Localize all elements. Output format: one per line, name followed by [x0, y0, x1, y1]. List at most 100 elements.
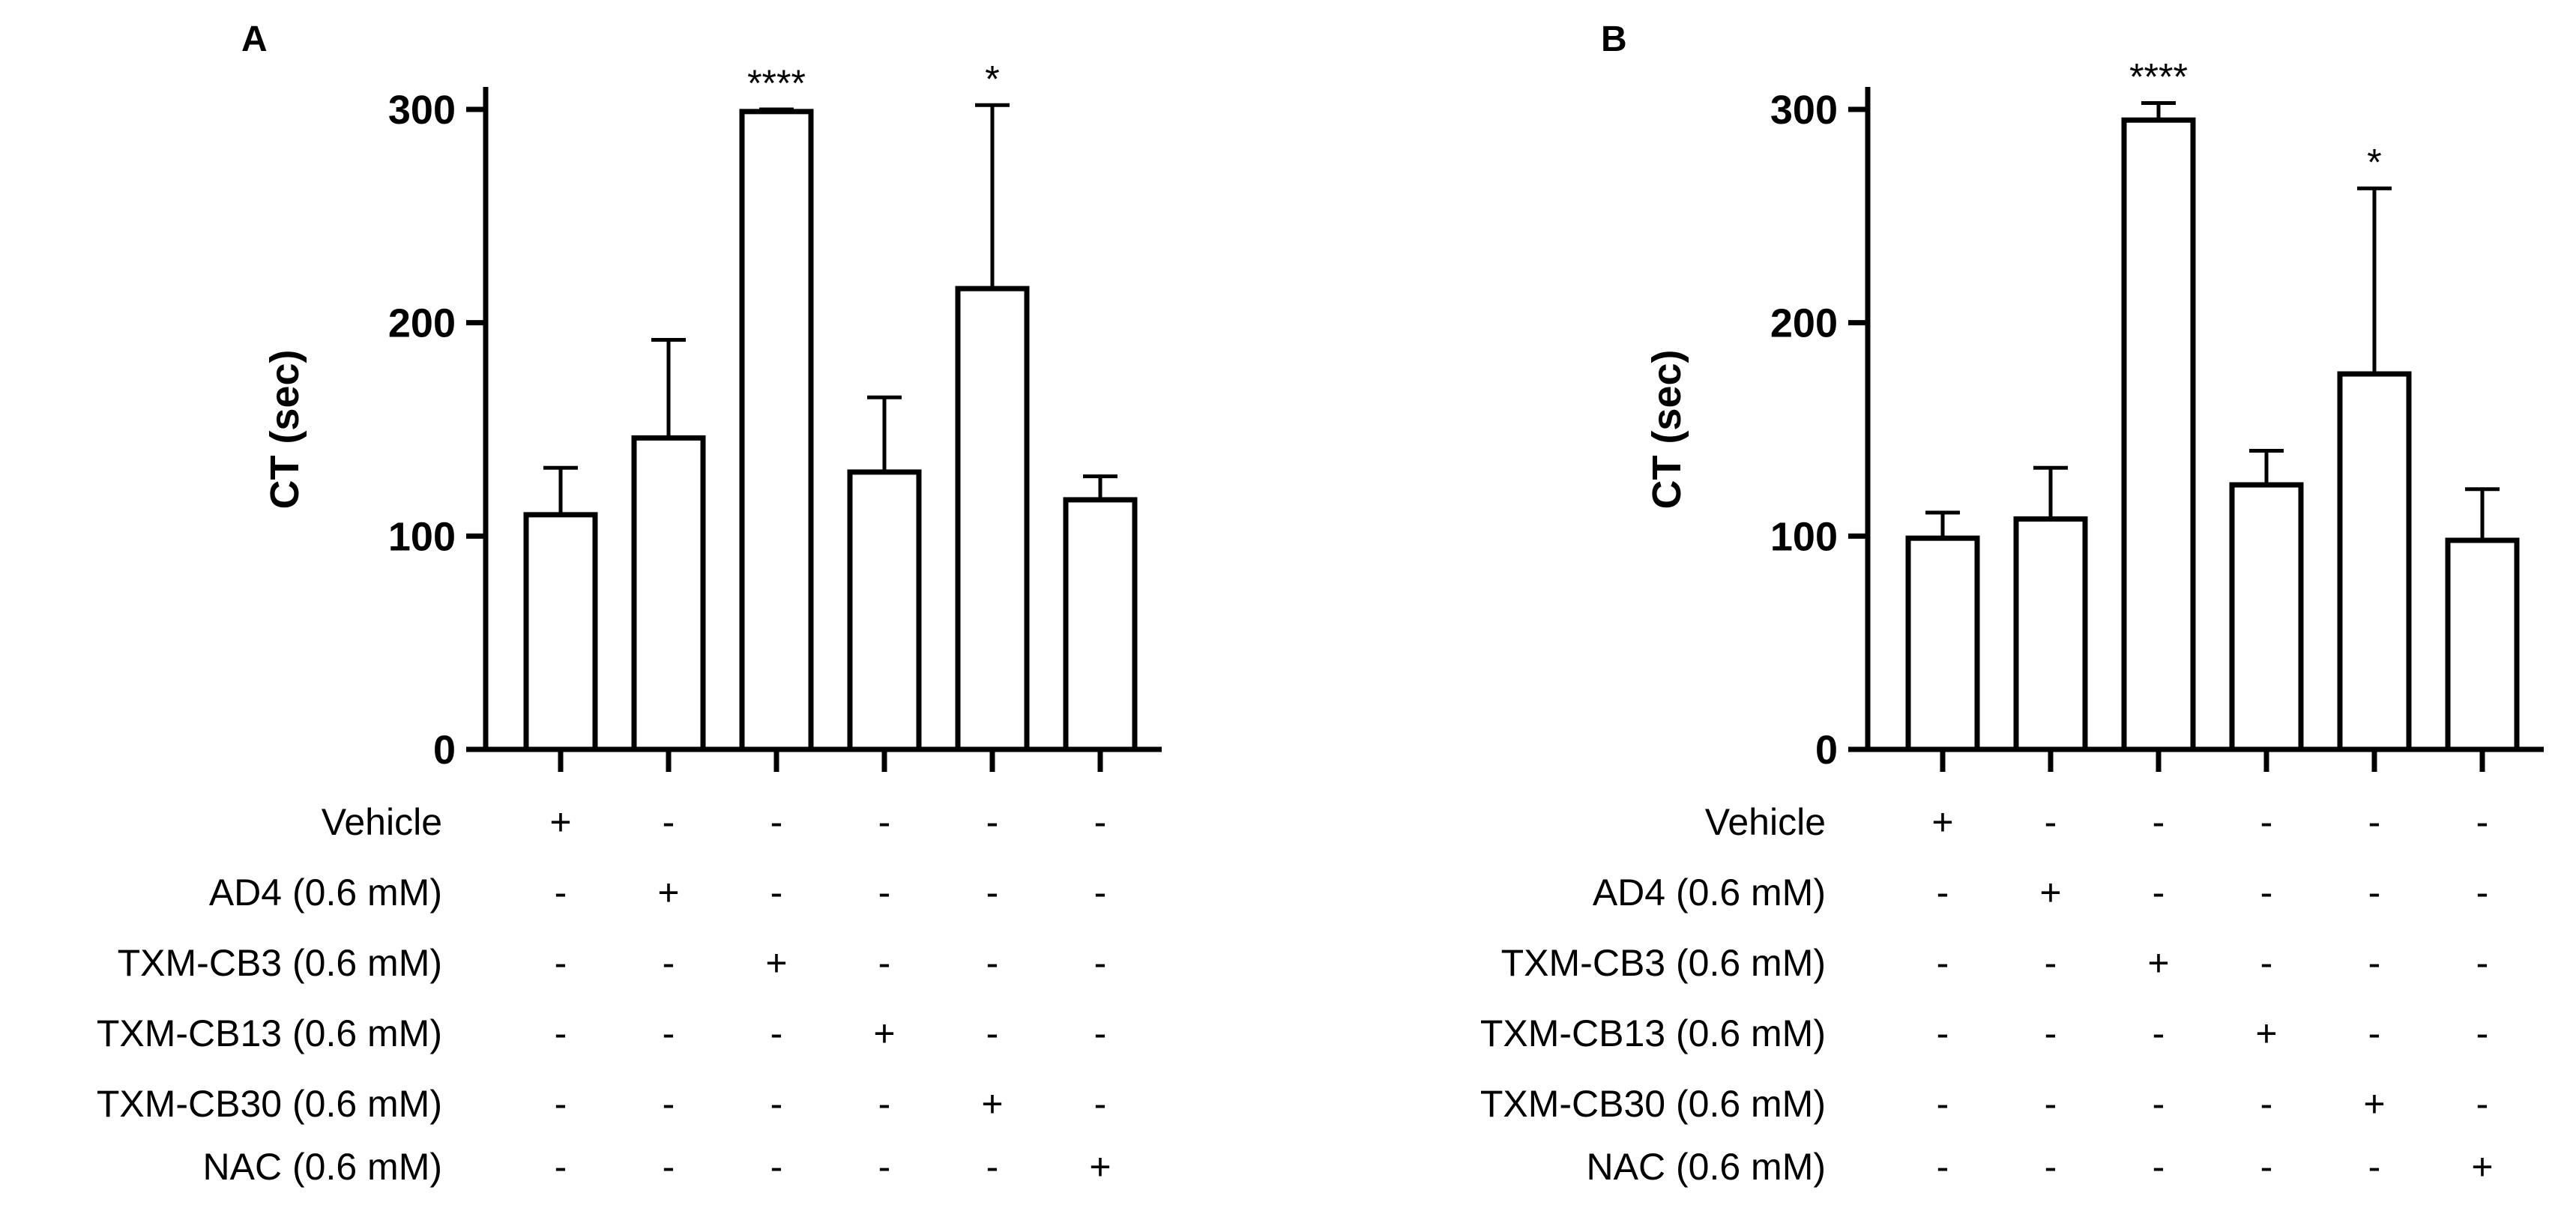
treatment-minus: - — [663, 1083, 675, 1125]
treatment-minus: - — [878, 801, 891, 843]
treatment-row-label: NAC (0.6 mM) — [1587, 1146, 1826, 1188]
treatment-minus: - — [1937, 942, 1949, 984]
treatment-plus: + — [1931, 801, 1953, 843]
significance-label: * — [985, 58, 999, 100]
treatment-minus: - — [1937, 872, 1949, 914]
treatment-minus: - — [2476, 872, 2489, 914]
treatment-minus: - — [2476, 1012, 2489, 1054]
treatment-minus: - — [2260, 1146, 2273, 1188]
bar — [2121, 117, 2196, 752]
y-tick-label: 300 — [1770, 88, 1838, 133]
treatment-minus: - — [663, 1012, 675, 1054]
treatment-minus: - — [1094, 942, 1107, 984]
treatment-minus: - — [663, 801, 675, 843]
y-tick-label: 200 — [1770, 301, 1838, 346]
treatment-minus: - — [2260, 942, 2273, 984]
treatment-plus: + — [657, 872, 679, 914]
treatment-minus: - — [986, 942, 999, 984]
treatment-plus: + — [765, 942, 787, 984]
error-bar — [651, 337, 686, 438]
treatment-minus: - — [1937, 1012, 1949, 1054]
treatment-row-label: TXM-CB30 (0.6 mM) — [97, 1083, 442, 1125]
treatment-minus: - — [2368, 942, 2381, 984]
bar — [2337, 371, 2412, 752]
treatment-minus: - — [2153, 872, 2165, 914]
treatment-minus: - — [2045, 1083, 2057, 1125]
treatment-minus: - — [1094, 801, 1107, 843]
error-bar — [2141, 100, 2176, 121]
treatment-row-label: TXM-CB13 (0.6 mM) — [97, 1012, 442, 1054]
treatment-row-label: NAC (0.6 mM) — [203, 1146, 442, 1188]
treatment-plus: + — [2147, 942, 2169, 984]
treatment-minus: - — [2368, 1146, 2381, 1188]
treatment-minus: - — [2260, 872, 2273, 914]
significance-label: **** — [747, 62, 806, 104]
treatment-minus: - — [1937, 1083, 1949, 1125]
treatment-minus: - — [878, 872, 891, 914]
treatment-row-label: AD4 (0.6 mM) — [1593, 872, 1826, 914]
treatment-minus: - — [986, 801, 999, 843]
bar — [1905, 535, 1980, 752]
bar — [523, 512, 598, 752]
treatment-minus: - — [770, 1083, 783, 1125]
treatment-minus: - — [555, 872, 567, 914]
treatment-minus: - — [986, 1146, 999, 1188]
treatment-row-label: TXM-CB30 (0.6 mM) — [1480, 1083, 1826, 1125]
panel-letter: A — [241, 19, 268, 59]
treatment-minus: - — [2368, 872, 2381, 914]
treatment-minus: - — [555, 1146, 567, 1188]
error-bar — [543, 465, 578, 515]
y-axis-title: CT (sec) — [262, 349, 307, 509]
significance-label: * — [2367, 141, 2381, 183]
y-tick-label: 0 — [1815, 728, 1838, 773]
treatment-minus: - — [2476, 942, 2489, 984]
y-tick-label: 200 — [388, 301, 456, 346]
treatment-minus: - — [2045, 801, 2057, 843]
treatment-row-label: Vehicle — [322, 801, 442, 843]
treatment-minus: - — [2260, 801, 2273, 843]
treatment-plus: + — [2471, 1146, 2493, 1188]
treatment-minus: - — [2153, 1012, 2165, 1054]
treatment-minus: - — [770, 801, 783, 843]
error-bar — [759, 107, 794, 112]
y-tick-label: 100 — [1770, 514, 1838, 559]
bar — [739, 109, 814, 752]
treatment-minus: - — [2045, 1146, 2057, 1188]
treatment-minus: - — [1094, 1012, 1107, 1054]
treatment-minus: - — [1094, 1083, 1107, 1125]
treatment-plus: + — [2039, 872, 2061, 914]
treatment-row-label: TXM-CB3 (0.6 mM) — [118, 942, 442, 984]
error-bar — [1083, 474, 1117, 500]
treatment-minus: - — [986, 1012, 999, 1054]
treatment-plus: + — [1089, 1146, 1111, 1188]
treatment-minus: - — [2476, 1083, 2489, 1125]
bar — [955, 286, 1030, 752]
treatment-minus: - — [663, 1146, 675, 1188]
significance-label: **** — [2129, 55, 2188, 97]
treatment-minus: - — [2045, 942, 2057, 984]
treatment-minus: - — [2368, 801, 2381, 843]
error-bar — [2357, 186, 2392, 374]
bar — [631, 435, 706, 752]
treatment-row-label: Vehicle — [1705, 801, 1826, 843]
panel-letter: B — [1601, 19, 1627, 59]
treatment-minus: - — [1937, 1146, 1949, 1188]
y-axis-title: CT (sec) — [1644, 349, 1689, 509]
treatment-minus: - — [663, 942, 675, 984]
treatment-minus: - — [2153, 801, 2165, 843]
treatment-plus: + — [981, 1083, 1003, 1125]
error-bar — [2033, 465, 2068, 519]
bar — [2013, 516, 2088, 752]
treatment-minus: - — [770, 1146, 783, 1188]
error-bar — [2465, 487, 2500, 541]
treatment-minus: - — [555, 1012, 567, 1054]
treatment-minus: - — [878, 1083, 891, 1125]
treatment-minus: - — [555, 1083, 567, 1125]
treatment-row-label: TXM-CB13 (0.6 mM) — [1480, 1012, 1826, 1054]
treatment-plus: + — [2255, 1012, 2277, 1054]
error-bar — [2249, 448, 2284, 486]
treatment-row-label: TXM-CB3 (0.6 mM) — [1501, 942, 1826, 984]
